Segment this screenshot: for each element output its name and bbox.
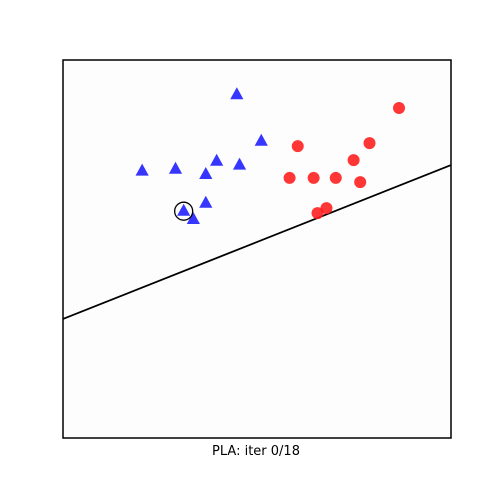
blue-triangle-point-3 xyxy=(135,163,149,176)
red-circle-point-2 xyxy=(363,137,376,150)
highlight-layer xyxy=(174,201,194,221)
blue-triangle-point-1 xyxy=(230,87,244,100)
blue-triangle-point-9 xyxy=(177,203,191,216)
red-circle-point-9 xyxy=(320,202,333,215)
red-circle-point-8 xyxy=(354,176,367,189)
red-circle-point-3 xyxy=(291,140,304,153)
decision-boundary-line xyxy=(63,164,451,320)
x-axis-label: PLA: iter 0/18 xyxy=(212,444,300,459)
highlighted-point-ring xyxy=(174,201,194,221)
red-circle-point-1 xyxy=(393,102,406,115)
boundary-layer xyxy=(63,164,451,320)
blue-triangle-point-2 xyxy=(254,133,268,146)
red-circle-point-10 xyxy=(311,207,324,220)
marker-layer xyxy=(135,87,406,225)
red-circle-point-6 xyxy=(307,171,320,184)
red-circle-point-4 xyxy=(347,154,360,167)
plot-frame xyxy=(62,59,452,439)
red-circle-point-5 xyxy=(283,171,296,184)
blue-triangle-point-7 xyxy=(199,167,213,180)
blue-triangle-point-6 xyxy=(232,157,247,170)
blue-triangle-point-8 xyxy=(199,195,213,208)
blue-triangle-point-10 xyxy=(186,212,200,225)
blue-triangle-point-4 xyxy=(168,161,183,174)
plot-area-background xyxy=(63,60,451,438)
red-circle-point-7 xyxy=(329,171,342,184)
blue-triangle-point-5 xyxy=(210,153,224,166)
